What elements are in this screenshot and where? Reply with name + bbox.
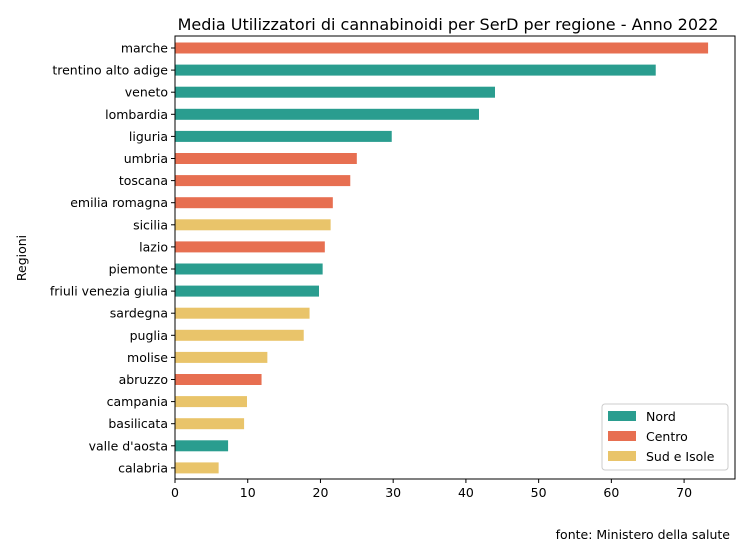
bar-calabria xyxy=(175,462,219,474)
bar-puglia xyxy=(175,329,304,341)
y-tick-label: molise xyxy=(127,350,168,365)
bar-abruzzo xyxy=(175,374,262,385)
y-tick-label: veneto xyxy=(125,85,168,100)
legend-label: Nord xyxy=(646,409,676,424)
y-tick-label: liguria xyxy=(129,129,168,144)
y-tick-label: emilia romagna xyxy=(70,195,168,210)
legend-label: Sud e Isole xyxy=(646,449,715,464)
y-tick-label: lombardia xyxy=(105,107,168,122)
y-tick-label: sardegna xyxy=(110,306,168,321)
y-tick-label: toscana xyxy=(119,173,168,188)
y-tick-label: campania xyxy=(107,394,168,409)
chart-title: Media Utilizzatori di cannabinoidi per S… xyxy=(178,15,719,34)
legend: Nord Centro Sud e Isole xyxy=(601,403,729,471)
y-tick-label: puglia xyxy=(130,328,168,343)
bar-valle-d-aosta xyxy=(175,440,229,452)
y-tick-label: abruzzo xyxy=(119,372,168,387)
x-tick-label: 0 xyxy=(171,485,179,500)
legend-swatch xyxy=(608,431,636,441)
x-tick-label: 40 xyxy=(458,485,474,500)
bar-friuli-venezia-giulia xyxy=(175,285,319,297)
y-tick-label: piemonte xyxy=(109,262,169,277)
bar-trentino-alto-adige xyxy=(175,64,656,76)
bar-sardegna xyxy=(175,307,310,319)
legend-swatch xyxy=(608,411,636,421)
y-tick-label: marche xyxy=(121,41,168,56)
x-tick-label: 30 xyxy=(385,485,401,500)
y-tick-label: valle d'aosta xyxy=(89,438,168,453)
y-tick-label: friuli venezia giulia xyxy=(50,284,168,299)
legend-swatch xyxy=(608,451,636,461)
x-tick-label: 60 xyxy=(603,485,619,500)
bar-marche xyxy=(175,42,709,54)
source-note: fonte: Ministero della salute xyxy=(555,527,730,542)
plot-frame xyxy=(174,35,736,480)
bar-molise xyxy=(175,351,268,363)
legend-label: Centro xyxy=(646,429,688,444)
bar-liguria xyxy=(175,130,392,142)
bar-campania xyxy=(175,396,247,408)
bar-toscana xyxy=(175,175,351,187)
x-tick-label: 10 xyxy=(240,485,256,500)
y-tick-label: calabria xyxy=(118,460,168,475)
x-tick-label: 50 xyxy=(531,485,547,500)
y-tick-label: umbria xyxy=(124,151,168,166)
x-tick-label: 70 xyxy=(676,485,692,500)
y-tick-label: basilicata xyxy=(108,416,168,431)
bar-lazio xyxy=(175,241,325,253)
y-tick-label: lazio xyxy=(139,239,168,254)
y-axis-label: Regioni xyxy=(14,235,29,281)
y-tick-label: sicilia xyxy=(133,217,168,232)
bar-veneto xyxy=(175,86,495,98)
x-tick-label: 20 xyxy=(313,485,329,500)
bar-basilicata xyxy=(175,418,245,430)
bar-umbria xyxy=(175,153,357,164)
y-tick-label: trentino alto adige xyxy=(52,63,168,78)
bar-lombardia xyxy=(175,108,479,120)
bar-piemonte xyxy=(175,263,323,275)
bar-emilia-romagna xyxy=(175,197,333,209)
bar-sicilia xyxy=(175,219,331,231)
